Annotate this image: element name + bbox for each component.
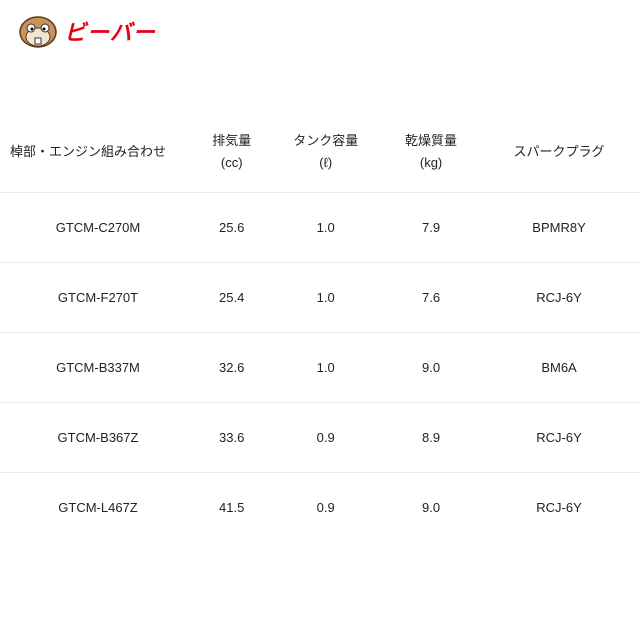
- beaver-mascot-icon: [19, 16, 57, 48]
- cell-tank: 0.9: [267, 472, 385, 542]
- brand-logo[interactable]: ビーバー: [18, 14, 156, 48]
- cell-spark-plug: RCJ-6Y: [478, 402, 640, 473]
- header-tank: タンク容量 (ℓ): [293, 133, 359, 170]
- cell-model: GTCM-B367Z: [0, 402, 196, 473]
- cell-model: GTCM-C270M: [0, 192, 196, 263]
- cell-displacement: 33.6: [196, 402, 268, 473]
- table-row: GTCM-L467Z 41.5 0.9 9.0 RCJ-6Y: [0, 472, 640, 542]
- table-row: GTCM-C270M 25.6 1.0 7.9 BPMR8Y: [0, 192, 640, 263]
- cell-spark-plug: RCJ-6Y: [478, 472, 640, 542]
- header-spark-plug: スパークプラグ: [513, 144, 605, 159]
- cell-displacement: 25.4: [196, 262, 268, 333]
- header-displacement: 排気量 (cc): [212, 133, 252, 170]
- cell-spark-plug: RCJ-6Y: [478, 262, 640, 333]
- cell-tank: 1.0: [267, 262, 385, 333]
- cell-displacement: 41.5: [196, 472, 268, 542]
- header-combination: 棹部・エンジン組み合わせ: [10, 144, 167, 159]
- cell-tank: 0.9: [267, 402, 385, 473]
- cell-model: GTCM-F270T: [0, 262, 196, 333]
- cell-model: GTCM-L467Z: [0, 472, 196, 542]
- cell-tank: 1.0: [267, 192, 385, 263]
- cell-model: GTCM-B337M: [0, 332, 196, 403]
- cell-spark-plug: BPMR8Y: [478, 192, 640, 263]
- table-row: GTCM-F270T 25.4 1.0 7.6 RCJ-6Y: [0, 262, 640, 333]
- cell-spark-plug: BM6A: [478, 332, 640, 403]
- cell-displacement: 25.6: [196, 192, 268, 263]
- spec-table: 棹部・エンジン組み合わせ 排気量 (cc) タンク容量 (ℓ) 乾燥質量 (kg) ス…: [0, 112, 640, 542]
- cell-weight: 8.9: [384, 402, 479, 473]
- table-row: GTCM-B337M 32.6 1.0 9.0 BM6A: [0, 332, 640, 403]
- cell-weight: 9.0: [384, 332, 479, 403]
- table-row: GTCM-B367Z 33.6 0.9 8.9 RCJ-6Y: [0, 402, 640, 473]
- cell-tank: 1.0: [267, 332, 385, 403]
- cell-weight: 7.6: [384, 262, 479, 333]
- cell-weight: 7.9: [384, 192, 479, 263]
- table-header-row: 棹部・エンジン組み合わせ 排気量 (cc) タンク容量 (ℓ) 乾燥質量 (kg) ス…: [0, 112, 640, 193]
- cell-displacement: 32.6: [196, 332, 268, 403]
- header-weight: 乾燥質量 (kg): [405, 133, 458, 170]
- cell-weight: 9.0: [384, 472, 479, 542]
- brand-logo-text: ビーバー: [64, 20, 156, 45]
